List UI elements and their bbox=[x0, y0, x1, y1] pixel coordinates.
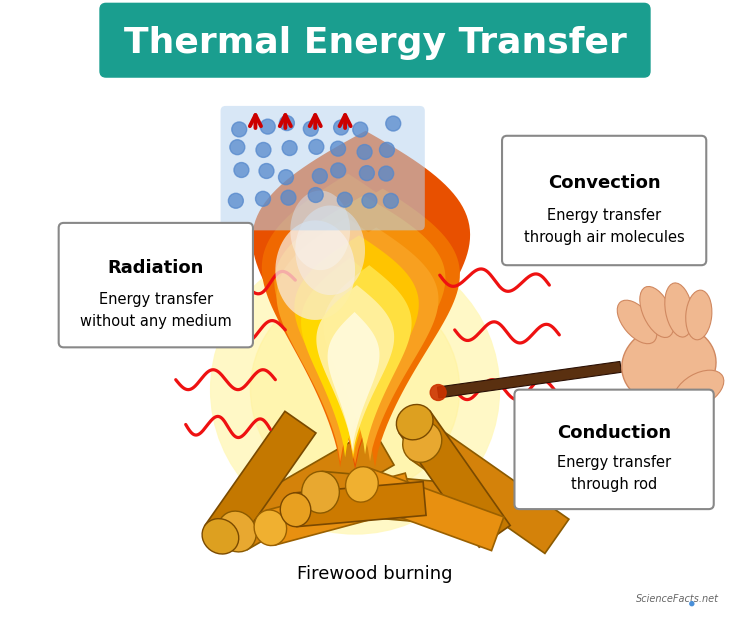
Circle shape bbox=[256, 191, 271, 206]
Circle shape bbox=[430, 384, 446, 401]
FancyBboxPatch shape bbox=[58, 223, 253, 347]
Text: Energy transfer
through air molecules: Energy transfer through air molecules bbox=[524, 208, 685, 245]
Circle shape bbox=[309, 139, 324, 154]
Circle shape bbox=[690, 602, 694, 605]
Text: Radiation: Radiation bbox=[108, 259, 204, 277]
Polygon shape bbox=[328, 312, 380, 451]
Ellipse shape bbox=[346, 467, 378, 502]
Polygon shape bbox=[323, 265, 412, 455]
Ellipse shape bbox=[254, 510, 286, 546]
Text: ScienceFacts.net: ScienceFacts.net bbox=[636, 594, 718, 604]
Polygon shape bbox=[266, 473, 415, 545]
Polygon shape bbox=[252, 131, 470, 469]
Ellipse shape bbox=[686, 290, 712, 340]
Circle shape bbox=[251, 285, 460, 494]
Polygon shape bbox=[277, 217, 411, 461]
Text: Firewood burning: Firewood burning bbox=[297, 565, 453, 583]
Circle shape bbox=[380, 142, 394, 157]
Polygon shape bbox=[262, 174, 428, 467]
Circle shape bbox=[281, 190, 296, 205]
Polygon shape bbox=[275, 220, 355, 320]
Text: Thermal Energy Transfer: Thermal Energy Transfer bbox=[124, 26, 626, 60]
Ellipse shape bbox=[202, 519, 238, 554]
Polygon shape bbox=[319, 471, 482, 527]
Circle shape bbox=[331, 141, 346, 156]
Text: Conduction: Conduction bbox=[557, 424, 671, 442]
Circle shape bbox=[260, 119, 275, 134]
Text: Energy transfer
through rod: Energy transfer through rod bbox=[557, 455, 671, 492]
Text: Convection: Convection bbox=[548, 174, 661, 191]
Circle shape bbox=[280, 116, 294, 130]
Circle shape bbox=[313, 169, 327, 184]
Circle shape bbox=[234, 163, 249, 178]
Circle shape bbox=[230, 140, 244, 155]
Polygon shape bbox=[301, 258, 394, 457]
Polygon shape bbox=[290, 191, 350, 270]
Circle shape bbox=[278, 170, 293, 184]
Circle shape bbox=[357, 145, 372, 160]
Circle shape bbox=[303, 121, 318, 136]
Circle shape bbox=[211, 245, 500, 534]
Circle shape bbox=[282, 140, 297, 155]
Ellipse shape bbox=[280, 493, 310, 527]
Polygon shape bbox=[316, 285, 394, 455]
Ellipse shape bbox=[302, 471, 339, 513]
Polygon shape bbox=[410, 425, 569, 553]
FancyBboxPatch shape bbox=[100, 3, 650, 77]
Circle shape bbox=[308, 188, 323, 202]
Polygon shape bbox=[226, 428, 394, 550]
Circle shape bbox=[229, 193, 243, 208]
Ellipse shape bbox=[664, 283, 693, 337]
Polygon shape bbox=[294, 482, 426, 527]
Polygon shape bbox=[299, 189, 460, 467]
FancyBboxPatch shape bbox=[220, 106, 424, 230]
Circle shape bbox=[232, 122, 247, 137]
Ellipse shape bbox=[396, 404, 433, 440]
Circle shape bbox=[386, 116, 400, 131]
Circle shape bbox=[334, 120, 349, 135]
Polygon shape bbox=[309, 227, 439, 461]
Polygon shape bbox=[437, 361, 622, 398]
Circle shape bbox=[379, 166, 394, 181]
Ellipse shape bbox=[640, 286, 674, 337]
Polygon shape bbox=[294, 235, 418, 460]
Circle shape bbox=[352, 122, 368, 137]
Ellipse shape bbox=[403, 422, 442, 462]
Ellipse shape bbox=[674, 370, 724, 409]
Circle shape bbox=[383, 193, 398, 208]
Polygon shape bbox=[205, 411, 316, 547]
Polygon shape bbox=[399, 411, 510, 547]
FancyBboxPatch shape bbox=[502, 136, 706, 265]
Circle shape bbox=[338, 193, 352, 207]
Polygon shape bbox=[296, 206, 365, 295]
FancyBboxPatch shape bbox=[514, 389, 714, 509]
Ellipse shape bbox=[622, 325, 716, 405]
Circle shape bbox=[359, 166, 374, 181]
Circle shape bbox=[256, 142, 271, 157]
Circle shape bbox=[259, 163, 274, 178]
Polygon shape bbox=[356, 468, 504, 551]
Text: Energy transfer
without any medium: Energy transfer without any medium bbox=[80, 292, 232, 329]
Polygon shape bbox=[274, 196, 446, 465]
Circle shape bbox=[331, 163, 346, 178]
Ellipse shape bbox=[217, 511, 256, 552]
Circle shape bbox=[362, 193, 377, 208]
Ellipse shape bbox=[617, 300, 657, 343]
